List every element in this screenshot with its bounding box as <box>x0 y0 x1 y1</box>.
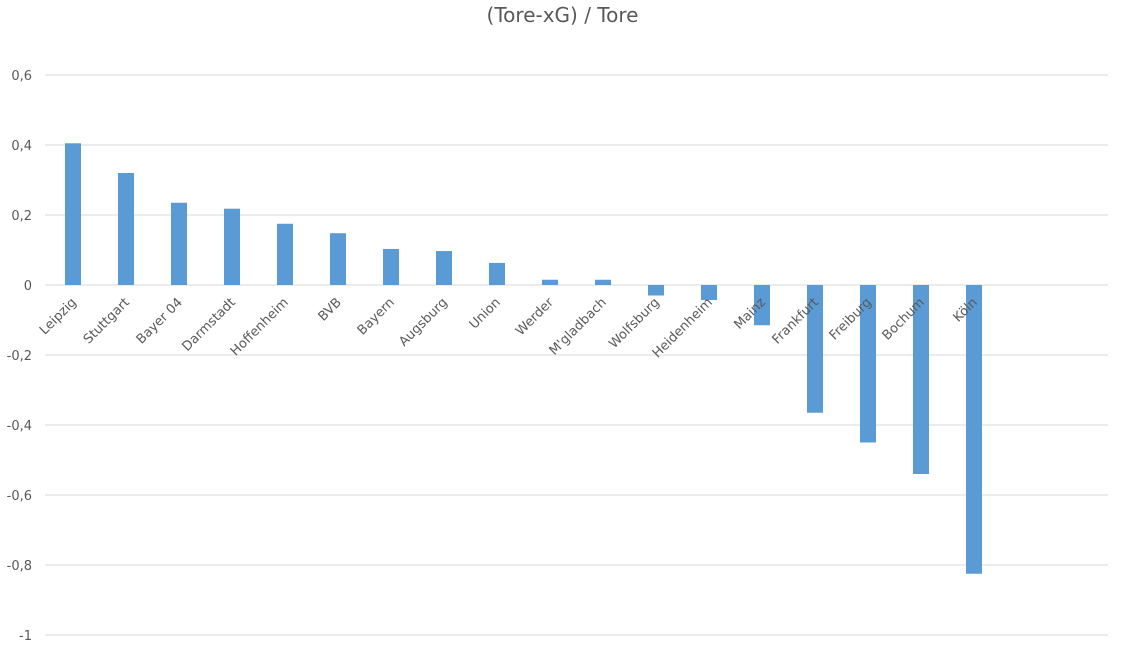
bar <box>277 223 293 285</box>
bar <box>807 285 823 413</box>
bar <box>118 173 134 285</box>
y-tick-label: -0,8 <box>7 559 32 574</box>
category-label: Augsburg <box>396 295 450 349</box>
bar <box>701 285 717 301</box>
bar <box>224 208 240 285</box>
bar <box>595 279 611 285</box>
category-label: Stuttgart <box>81 295 133 347</box>
bar <box>65 143 81 285</box>
bar <box>754 285 770 326</box>
y-tick-label: -0,2 <box>7 349 32 364</box>
bar <box>860 285 876 443</box>
bar <box>330 233 346 285</box>
bar <box>542 279 558 285</box>
category-label: Bayern <box>355 295 398 338</box>
category-labels: Leipzig Stuttgart Bayer 04DarmstadtHoffenh… <box>37 295 981 361</box>
y-tick-label: -1 <box>19 629 32 644</box>
y-tick-label: -0,6 <box>7 489 32 504</box>
category-label: Werder <box>513 295 557 339</box>
gridlines <box>45 74 1108 636</box>
bar <box>436 251 452 285</box>
bar <box>966 285 982 574</box>
bar <box>648 285 664 296</box>
category-label: Wolfsburg <box>606 295 662 351</box>
y-tick-label: -0,4 <box>7 419 32 434</box>
y-tick-label: 0,6 <box>11 69 32 84</box>
y-tick-label: 0,4 <box>11 139 32 154</box>
bar <box>913 285 929 474</box>
bar <box>383 248 399 285</box>
y-tick-label: 0 <box>24 279 32 294</box>
bars <box>65 143 982 574</box>
category-label: BVB <box>316 295 345 324</box>
category-label: Leipzig <box>37 295 80 338</box>
y-axis-ticks: 0,6 0,4 0,2 0 -0,2 -0,4 -0,6 -0,8 -1 <box>7 69 32 644</box>
bar <box>489 262 505 285</box>
y-tick-label: 0,2 <box>11 209 32 224</box>
bar <box>171 202 187 285</box>
category-label: Union <box>467 295 504 332</box>
category-label: M'gladbach <box>547 295 610 358</box>
category-label: Bayer 04 <box>134 295 186 347</box>
chart-title: (Tore-xG) / Tore <box>486 3 639 27</box>
